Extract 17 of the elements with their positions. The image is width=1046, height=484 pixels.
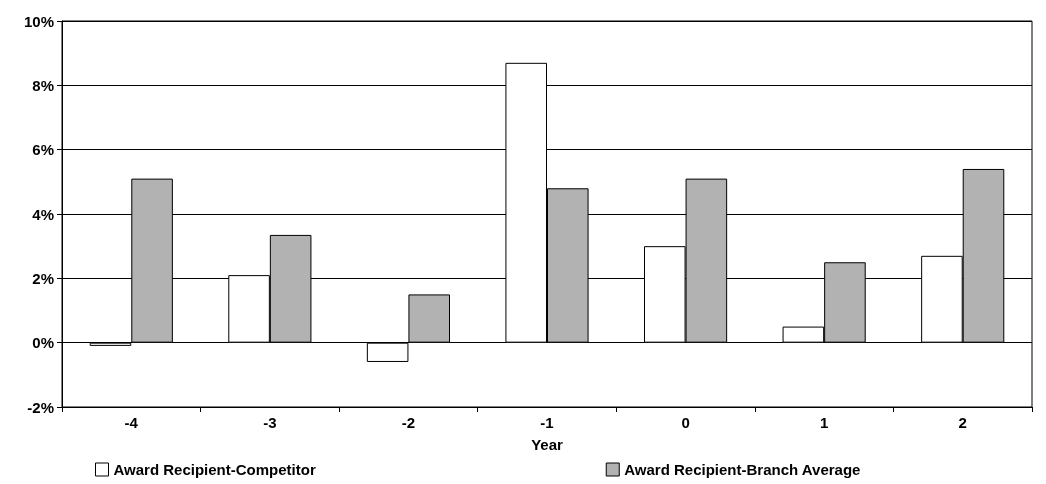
y-tick-label: 4% [32, 205, 54, 223]
x-tick-label: -4 [124, 414, 139, 431]
y-tick-label: 10% [23, 12, 54, 30]
x-tick-label: -1 [540, 414, 554, 431]
x-tick-label: 0 [681, 414, 690, 431]
y-tick-label: 2% [32, 269, 54, 287]
x-tick-label: 2 [958, 414, 967, 431]
x-axis-title: Year [531, 436, 564, 453]
y-tick-label: 0% [32, 334, 54, 352]
legend-label: Award Recipient-Competitor [113, 461, 316, 478]
x-tick-label: -3 [263, 414, 277, 431]
legend-label: Award Recipient-Branch Average [624, 461, 861, 478]
y-tick-label: -2% [27, 398, 54, 416]
y-tick-label: 8% [32, 76, 54, 94]
y-tick-label: 6% [32, 141, 54, 159]
x-tick-label: 1 [819, 414, 829, 431]
x-tick-label: -2 [401, 414, 416, 431]
